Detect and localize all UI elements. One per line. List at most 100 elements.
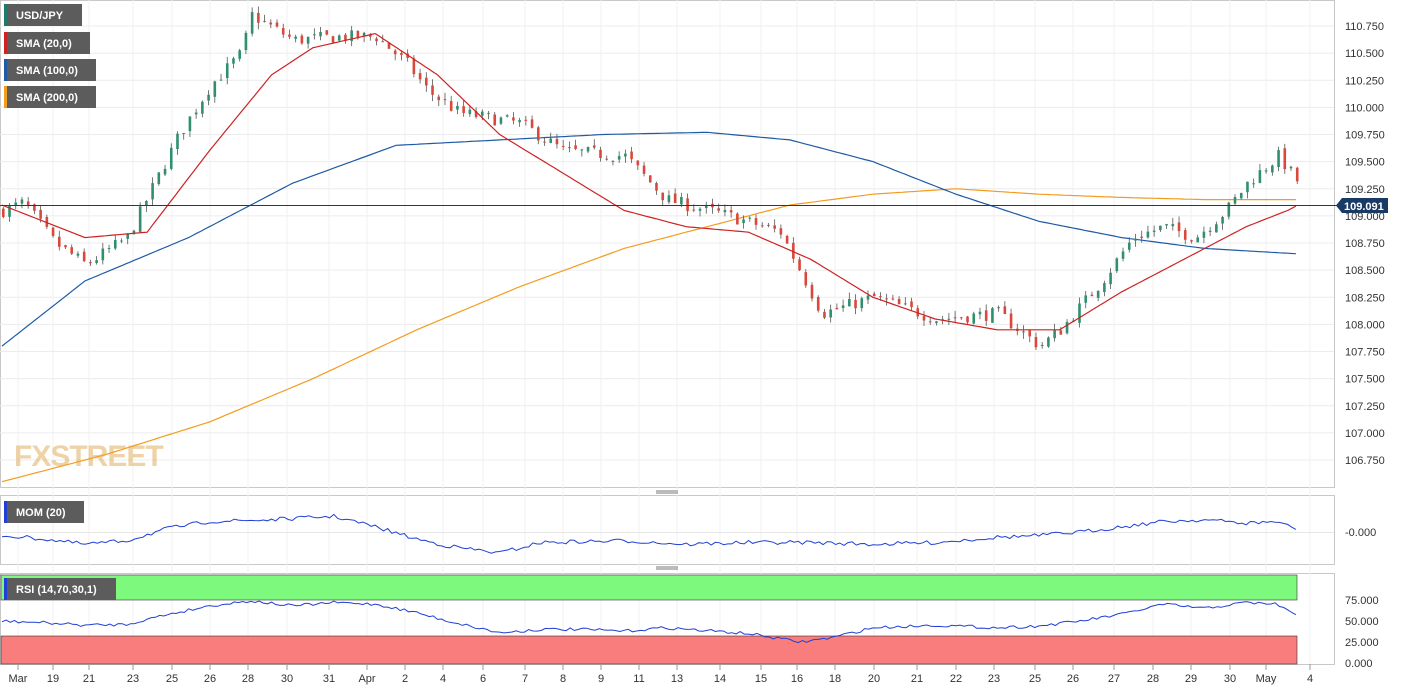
candle (1115, 257, 1119, 273)
panel-splitter-top[interactable] (656, 490, 678, 494)
candle (984, 304, 988, 326)
candle (182, 132, 186, 140)
candle (1221, 215, 1224, 230)
candle (841, 299, 845, 312)
candle (113, 235, 117, 251)
candle (20, 197, 24, 209)
candle (1065, 319, 1069, 335)
panel-splitter-bottom[interactable] (656, 566, 678, 570)
candle (163, 164, 167, 176)
candle (418, 68, 422, 84)
candle (1096, 290, 1100, 302)
candle (1165, 223, 1168, 230)
candle (1152, 225, 1156, 237)
candle (14, 198, 18, 210)
candle (238, 48, 241, 62)
candle (1022, 325, 1025, 339)
candle (935, 320, 938, 326)
candle (991, 306, 994, 324)
candle (816, 295, 820, 313)
mom-line (1, 513, 1297, 554)
candle (512, 112, 515, 125)
legend-sma200[interactable]: SMA (200,0) (4, 86, 96, 108)
candle (275, 19, 279, 28)
candle (337, 34, 341, 42)
candle (922, 310, 926, 326)
candle (1028, 329, 1032, 343)
date-tick-label: 23 (127, 673, 139, 685)
candle (978, 307, 982, 320)
candle (331, 35, 335, 43)
candle (636, 160, 640, 171)
legend-symbol[interactable]: USD/JPY (4, 4, 82, 26)
candle (1227, 201, 1231, 220)
candle (362, 31, 366, 43)
candle (319, 27, 322, 41)
candle (611, 160, 615, 166)
candle (1271, 164, 1274, 176)
candle (667, 190, 671, 205)
price-tick-label: 108.250 (1345, 292, 1385, 304)
candle (70, 244, 74, 256)
candle (1121, 247, 1125, 262)
candle (8, 203, 11, 222)
rsi-tick-label: 50.000 (1345, 616, 1379, 628)
candle (997, 305, 1000, 312)
candle (1146, 225, 1150, 239)
date-tick-label: 30 (1224, 673, 1236, 685)
candle (1190, 239, 1193, 244)
date-tick-label: 2 (402, 673, 408, 685)
candle (960, 316, 963, 320)
candle (561, 139, 565, 151)
candle (89, 259, 92, 266)
candle (1239, 192, 1243, 200)
candle (785, 234, 789, 245)
date-tick-label: Apr (358, 673, 375, 685)
date-tick-label: 13 (671, 673, 683, 685)
candle (1289, 165, 1293, 171)
candle (1171, 217, 1175, 231)
candle (854, 294, 857, 315)
date-tick-label: 21 (83, 673, 95, 685)
candle (57, 230, 61, 251)
candle (325, 30, 329, 36)
legend-rsi[interactable]: RSI (14,70,30,1) (4, 578, 116, 600)
candle (928, 317, 932, 325)
mom-tick: -0.000 (1345, 527, 1376, 539)
legend-sma100[interactable]: SMA (100,0) (4, 59, 96, 81)
sma20-line (1, 32, 1297, 331)
candle (151, 177, 154, 206)
candle (45, 214, 49, 230)
candle (499, 116, 503, 126)
candle (605, 155, 609, 161)
legend-sma20[interactable]: SMA (20,0) (4, 32, 90, 54)
candle (966, 315, 969, 324)
candle (188, 116, 192, 137)
date-tick-label: 28 (242, 673, 254, 685)
candle (648, 175, 652, 183)
price-tick-label: 108.000 (1345, 319, 1385, 331)
candle (1177, 216, 1181, 238)
svg-text:SMA (200,0): SMA (200,0) (16, 92, 78, 104)
svg-text:RSI (14,70,30,1): RSI (14,70,30,1) (16, 584, 97, 596)
candle (1040, 342, 1044, 349)
candle (120, 238, 123, 244)
candle (393, 49, 397, 61)
candle (437, 94, 441, 106)
candle (157, 172, 161, 186)
legend-mom[interactable]: MOM (20) (4, 501, 84, 523)
date-tick-label: May (1256, 673, 1277, 685)
date-tick-label: 8 (560, 673, 566, 685)
date-tick-label: 7 (522, 673, 528, 685)
svg-text:SMA (20,0): SMA (20,0) (16, 38, 72, 50)
candle (779, 224, 783, 239)
fxstreet-logo: FXSTREET (14, 440, 163, 473)
candle (891, 294, 895, 301)
candle (288, 29, 291, 40)
date-tick-label: 19 (47, 673, 59, 685)
price-tick-label: 108.500 (1345, 265, 1385, 277)
candle (543, 137, 546, 146)
date-tick-label: 26 (204, 673, 216, 685)
candle (431, 79, 434, 102)
price-tick-label: 108.750 (1345, 238, 1385, 250)
